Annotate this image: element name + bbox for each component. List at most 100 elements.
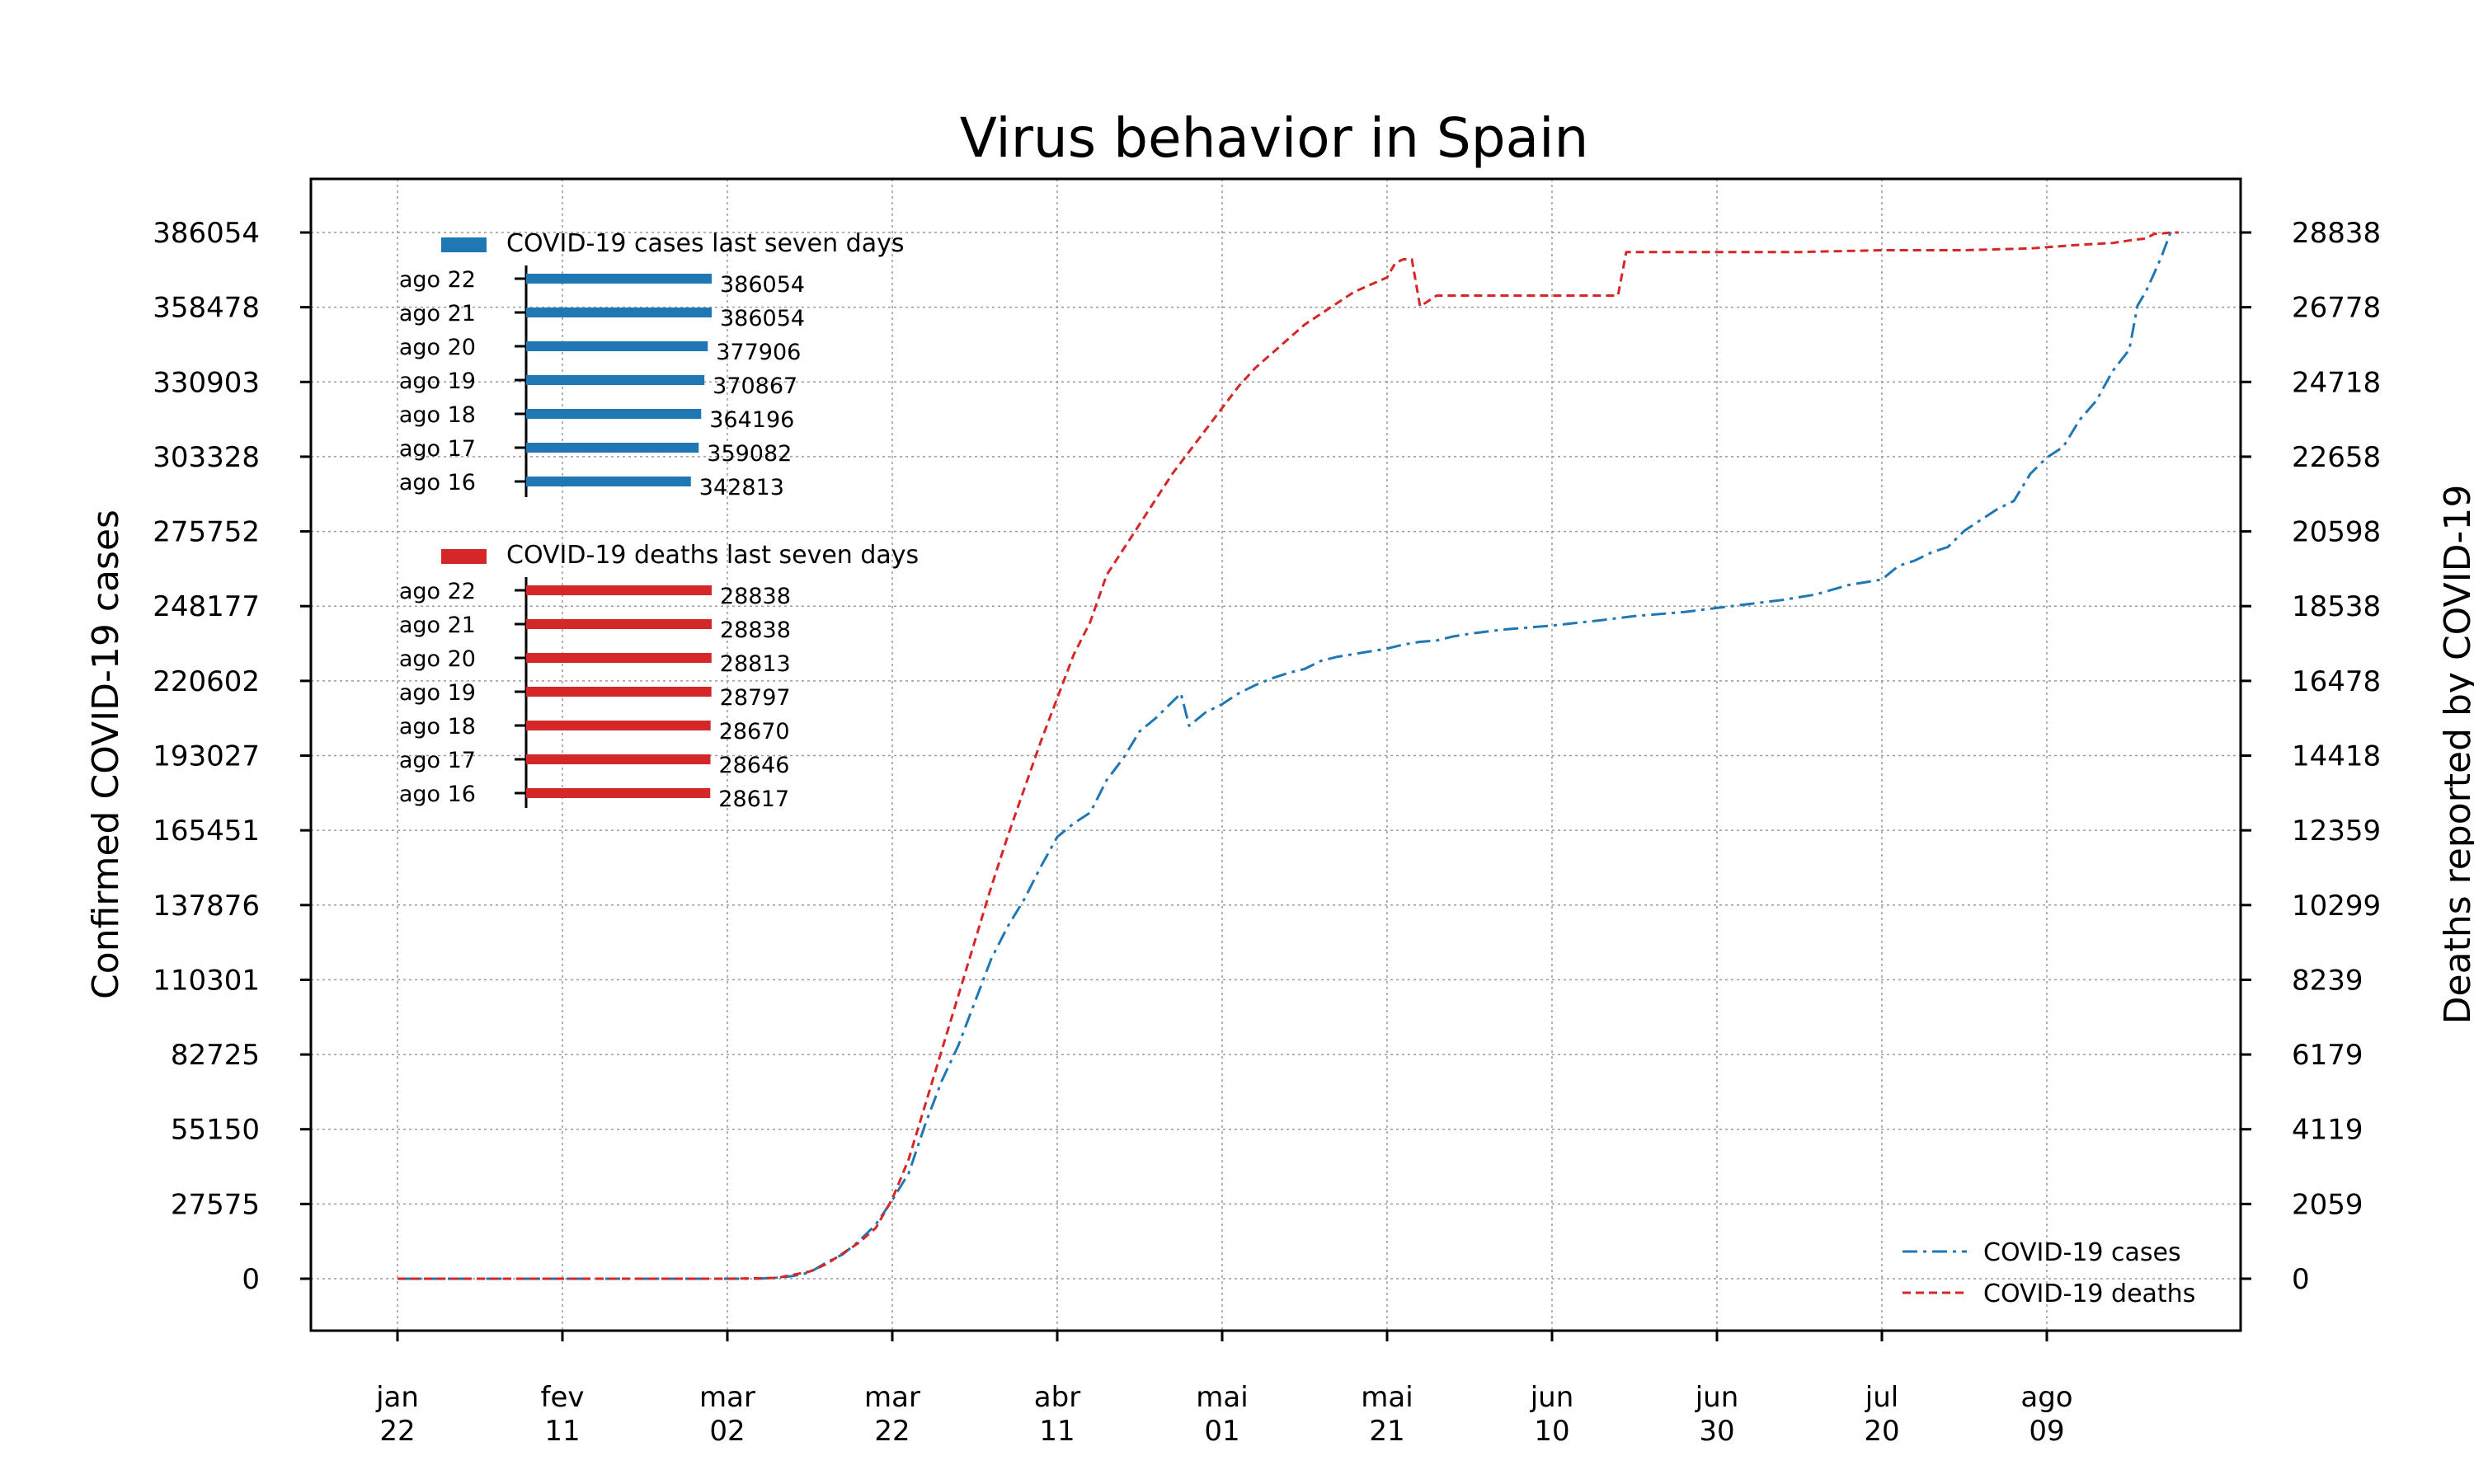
- inset-deaths-bar-value: 28838: [720, 618, 791, 643]
- x-tick-label-day: 01: [1204, 1415, 1239, 1448]
- inset-deaths-title: COVID-19 deaths last seven days: [506, 541, 919, 570]
- inset-deaths-bar: [526, 653, 712, 663]
- left-y-tick-label: 330903: [153, 366, 260, 399]
- right-y-tick-label: 10299: [2292, 890, 2381, 923]
- x-tick-label-month: jun: [1695, 1381, 1739, 1414]
- x-tick-label-day: 09: [2029, 1415, 2064, 1448]
- inset-deaths-bar-label: ago 22: [399, 579, 476, 604]
- right-y-tick-label: 26778: [2292, 292, 2381, 325]
- x-tick-label-month: mai: [1196, 1381, 1248, 1414]
- legend-label: COVID-19 cases: [1983, 1238, 2181, 1267]
- inset-deaths-bar-chart: COVID-19 deaths last seven days ago 22 288…: [399, 541, 919, 812]
- x-axis: jan22fev11mar02mar22abr11mai01mai21jun10…: [375, 1331, 2073, 1448]
- right-y-axis-title: Deaths reported by COVID-19: [2437, 485, 2474, 1025]
- series-line-cases: [397, 231, 2179, 1280]
- inset-deaths-bar: [526, 585, 712, 595]
- x-tick-label-month: fev: [540, 1381, 584, 1414]
- inset-cases-bar: [526, 477, 691, 486]
- inset-cases-bar-label: ago 17: [399, 436, 476, 462]
- inset-cases-bar: [526, 443, 699, 453]
- left-y-tick-label: 27575: [171, 1188, 260, 1221]
- inset-cases-bar-value: 386054: [720, 306, 805, 331]
- x-tick-label-day: 02: [709, 1415, 745, 1448]
- right-y-tick-label: 14418: [2292, 740, 2381, 773]
- x-tick-label-month: mai: [1361, 1381, 1413, 1414]
- inset-deaths-bar: [526, 721, 711, 730]
- inset-cases-bar-value: 342813: [699, 475, 784, 500]
- right-y-tick-label: 28838: [2292, 217, 2381, 250]
- inset-deaths-bar-value: 28646: [719, 753, 790, 778]
- x-tick-label-day: 21: [1369, 1415, 1404, 1448]
- inset-cases-bar-label: ago 21: [399, 301, 476, 326]
- right-y-tick-label: 16478: [2292, 665, 2381, 698]
- inset-cases-bar: [526, 274, 712, 284]
- x-tick-label-month: ago: [2020, 1381, 2072, 1414]
- right-y-tick-label: 0: [2292, 1263, 2310, 1296]
- left-y-axis: 0 27575 55150 82725 110301 137876 165451 193027…: [153, 217, 311, 1296]
- x-tick-label-day: 11: [544, 1415, 580, 1448]
- inset-cases-title: COVID-19 cases last seven days: [506, 229, 904, 258]
- inset-deaths-bar: [526, 754, 711, 764]
- inset-deaths-bar-label: ago 18: [399, 714, 476, 740]
- left-y-tick-label: 0: [242, 1263, 260, 1296]
- inset-deaths-bar-label: ago 20: [399, 646, 476, 672]
- left-y-tick-label: 82725: [171, 1039, 260, 1072]
- x-tick-label-month: jul: [1865, 1381, 1898, 1414]
- right-y-tick-label: 12359: [2292, 815, 2381, 848]
- inset-cases-bar-value: 370867: [713, 373, 797, 399]
- legend-label: COVID-19 deaths: [1983, 1280, 2195, 1308]
- x-tick-label-day: 30: [1699, 1415, 1734, 1448]
- left-y-axis-title: Confirmed COVID-19 cases: [85, 510, 127, 999]
- inset-deaths-bar: [526, 788, 711, 798]
- x-tick-label-month: mar: [699, 1381, 755, 1414]
- inset-cases-bar-label: ago 20: [399, 335, 476, 360]
- left-y-tick-label: 358478: [153, 292, 260, 325]
- inset-deaths-bar-value: 28617: [718, 787, 789, 812]
- left-y-tick-label: 248177: [153, 590, 260, 623]
- inset-deaths-bar: [526, 687, 712, 697]
- chart-title: Virus behavior in Spain: [960, 106, 1589, 170]
- right-y-tick-label: 4119: [2292, 1114, 2363, 1147]
- right-y-axis: 0 2059 4119 6179 8239 10299 12359 14418 16478 185…: [2241, 217, 2381, 1296]
- x-tick-label-day: 10: [1534, 1415, 1569, 1448]
- inset-deaths-bar-value: 28838: [720, 584, 791, 609]
- left-y-tick-label: 275752: [153, 516, 260, 549]
- left-y-tick-label: 193027: [153, 740, 260, 773]
- inset-cases-legend-patch: [441, 237, 487, 252]
- x-tick-label-month: mar: [864, 1381, 920, 1414]
- inset-cases-bar-label: ago 16: [399, 470, 476, 495]
- inset-cases-bar-value: 364196: [709, 407, 794, 433]
- legend: COVID-19 cases COVID-19 deaths: [1903, 1238, 2195, 1308]
- inset-cases-bar-label: ago 18: [399, 402, 476, 428]
- x-tick-label-month: abr: [1034, 1381, 1080, 1414]
- inset-cases-bar-value: 359082: [707, 441, 792, 467]
- inset-cases-bar: [526, 308, 712, 317]
- inset-cases-bar: [526, 409, 702, 419]
- right-y-tick-label: 22658: [2292, 441, 2381, 474]
- left-y-tick-label: 55150: [171, 1114, 260, 1147]
- inset-deaths-bar-value: 28813: [720, 651, 791, 677]
- left-y-tick-label: 386054: [153, 217, 260, 250]
- left-y-tick-label: 137876: [153, 890, 260, 923]
- inset-cases-bar-label: ago 22: [399, 267, 476, 293]
- left-y-tick-label: 110301: [153, 964, 260, 997]
- left-y-tick-label: 165451: [153, 815, 260, 848]
- right-y-tick-label: 24718: [2292, 366, 2381, 399]
- left-y-tick-label: 303328: [153, 441, 260, 474]
- inset-deaths-bar: [526, 619, 712, 629]
- x-tick-label-day: 20: [1864, 1415, 1899, 1448]
- inset-cases-bar-label: ago 19: [399, 369, 476, 394]
- inset-deaths-bar-value: 28797: [720, 685, 791, 711]
- x-tick-label-day: 22: [874, 1415, 910, 1448]
- gridlines: [311, 179, 2241, 1331]
- right-y-tick-label: 18538: [2292, 590, 2381, 623]
- right-y-tick-label: 2059: [2292, 1188, 2363, 1221]
- x-tick-label-month: jan: [375, 1381, 419, 1414]
- inset-deaths-legend-patch: [441, 549, 487, 564]
- inset-cases-bar-value: 377906: [716, 340, 801, 365]
- right-y-tick-label: 20598: [2292, 516, 2381, 549]
- series-layer: [397, 231, 2179, 1280]
- inset-deaths-bar-value: 28670: [719, 719, 790, 744]
- x-tick-label-day: 11: [1039, 1415, 1075, 1448]
- x-tick-label-month: jun: [1530, 1381, 1574, 1414]
